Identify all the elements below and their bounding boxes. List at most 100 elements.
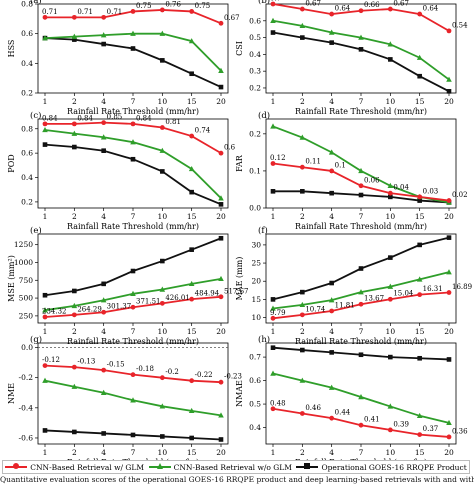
data-label-red: 0.75 bbox=[136, 2, 152, 10]
x-tick-label: 20 bbox=[444, 97, 454, 106]
data-point-red bbox=[159, 375, 165, 381]
x-axis-label: Rainfall Rate Threshold (mm/hr) bbox=[67, 107, 199, 116]
data-point-green bbox=[358, 289, 364, 295]
x-tick-label: 2 bbox=[72, 212, 77, 221]
data-label-red: 0.44 bbox=[335, 409, 351, 417]
data-point-black bbox=[101, 41, 106, 47]
x-tick-label: 2 bbox=[300, 448, 305, 457]
x-tick-label: 2 bbox=[300, 97, 305, 106]
data-point-black bbox=[189, 247, 194, 252]
data-label-red: -0.22 bbox=[195, 371, 213, 379]
data-point-black bbox=[160, 169, 165, 174]
x-tick-label: 4 bbox=[101, 327, 106, 336]
data-point-red bbox=[71, 312, 77, 318]
x-tick-label: 4 bbox=[101, 97, 106, 106]
data-point-green bbox=[218, 275, 224, 282]
y-tick-label: 0.5 bbox=[249, 400, 261, 409]
panel-2: 0.2 0.3 0.4 0.5 0.6 1 2 4 7 10 15 20 Rainfall Rate T… bbox=[235, 0, 468, 116]
panel-label: (h) bbox=[258, 334, 270, 345]
data-label-red: 0.84 bbox=[42, 114, 58, 122]
legend-square-marker-icon bbox=[304, 463, 311, 469]
x-tick-label: 15 bbox=[187, 212, 197, 221]
data-point-green bbox=[387, 182, 394, 188]
data-point-red bbox=[101, 309, 107, 315]
data-point-black bbox=[42, 428, 48, 433]
y-tick-label: -0.2 bbox=[19, 373, 34, 382]
data-label-red: 0.71 bbox=[107, 8, 123, 16]
y-tick-label: 0.0 bbox=[21, 343, 33, 352]
data-point-green bbox=[159, 147, 166, 153]
legend-item-red: CNN-Based Retrieval w/ GLM bbox=[5, 463, 144, 472]
data-point-black bbox=[329, 190, 334, 196]
y-axis-label: CSI bbox=[235, 41, 244, 56]
y-tick-label: 0.8 bbox=[21, 124, 33, 133]
data-point-red bbox=[417, 432, 423, 438]
data-point-black bbox=[388, 194, 393, 200]
data-point-green bbox=[188, 165, 195, 172]
data-point-black bbox=[358, 47, 364, 52]
data-point-black bbox=[329, 280, 334, 286]
panel-8: 0.4 0.5 0.6 0.7 1 2 4 7 10 15 20 Rainfall Rate Thre… bbox=[235, 334, 468, 460]
x-tick-label: 10 bbox=[158, 448, 168, 457]
data-point-black bbox=[101, 281, 106, 287]
data-point-green bbox=[42, 307, 48, 313]
data-label-red: 16.31 bbox=[423, 285, 443, 293]
data-label-red: 0.67 bbox=[224, 14, 240, 22]
series-line-black bbox=[44, 143, 222, 206]
data-point-black bbox=[300, 35, 305, 40]
data-label-red: -0.12 bbox=[42, 356, 60, 364]
data-point-red bbox=[189, 296, 195, 302]
data-point-green bbox=[416, 54, 423, 60]
legend-green-swatch bbox=[148, 463, 171, 469]
data-point-black bbox=[358, 352, 364, 358]
data-point-red bbox=[101, 14, 107, 20]
x-tick-label: 4 bbox=[329, 212, 334, 221]
x-tick-label: 10 bbox=[386, 448, 396, 457]
y-axis-label: MAE (mm) bbox=[235, 257, 244, 301]
data-point-black bbox=[218, 235, 224, 241]
data-point-black bbox=[72, 288, 77, 294]
data-label-red: 16.89 bbox=[452, 283, 472, 291]
legend-red-swatch bbox=[5, 463, 28, 469]
data-label-red: 15.04 bbox=[393, 290, 414, 298]
data-point-black bbox=[189, 189, 194, 195]
axes-frame bbox=[265, 233, 457, 324]
y-tick-label: 0.2 bbox=[249, 83, 261, 92]
x-tick-label: 7 bbox=[131, 97, 136, 106]
y-tick-label: 20 bbox=[251, 277, 261, 286]
series-line-black bbox=[44, 37, 222, 88]
x-axis-label: Rainfall Rate Threshold (mm/hr) bbox=[295, 222, 427, 231]
panel-label: (g) bbox=[30, 334, 42, 345]
data-point-red bbox=[101, 367, 107, 373]
panel-label: (c) bbox=[30, 110, 41, 121]
data-point-red bbox=[387, 6, 393, 12]
data-point-red bbox=[189, 378, 195, 384]
data-point-green bbox=[130, 30, 136, 36]
x-tick-label: 1 bbox=[43, 327, 48, 336]
y-tick-label: 10 bbox=[251, 313, 261, 322]
data-point-green bbox=[446, 269, 452, 275]
legend-black-swatch bbox=[296, 463, 319, 469]
data-point-red bbox=[417, 11, 423, 17]
y-tick-label: 250 bbox=[19, 311, 34, 320]
data-point-red bbox=[329, 308, 335, 314]
x-tick-label: 4 bbox=[329, 327, 334, 336]
data-label-red: 0.76 bbox=[165, 0, 181, 8]
x-tick-label: 10 bbox=[158, 327, 168, 336]
y-tick-label: 0.7 bbox=[249, 353, 261, 362]
data-label-red: 0.74 bbox=[195, 127, 211, 135]
x-tick-label: 20 bbox=[216, 97, 226, 106]
data-point-black bbox=[189, 71, 194, 77]
data-point-black bbox=[130, 268, 136, 274]
data-point-red bbox=[299, 6, 305, 12]
y-axis-label: POD bbox=[7, 154, 16, 172]
data-point-green bbox=[218, 412, 224, 418]
data-point-red bbox=[387, 427, 393, 433]
x-axis-label: Rainfall Rate Threshold (mm/hr) bbox=[67, 222, 199, 231]
data-point-green bbox=[159, 286, 166, 292]
x-tick-label: 15 bbox=[415, 212, 425, 221]
data-label-red: 426.01 bbox=[165, 294, 190, 302]
data-point-red bbox=[270, 1, 276, 7]
x-tick-label: 7 bbox=[359, 212, 364, 221]
data-point-black bbox=[218, 84, 224, 90]
